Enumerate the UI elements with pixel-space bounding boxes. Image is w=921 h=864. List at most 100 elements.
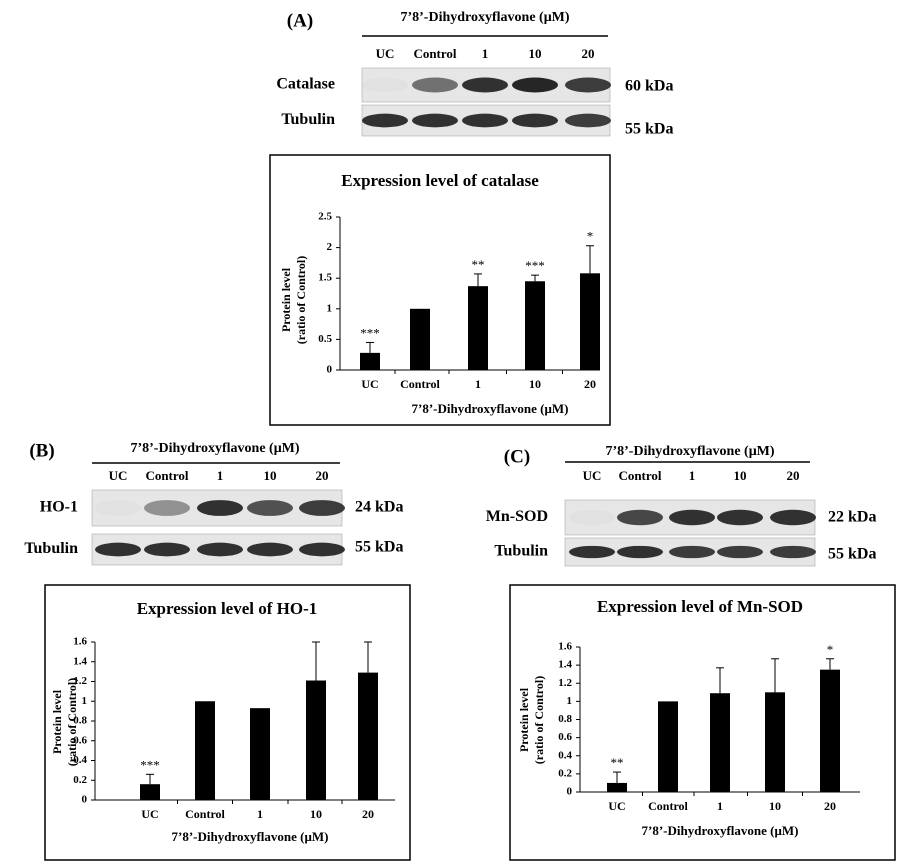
- blot-band: [362, 78, 408, 93]
- y-tick-label: 0.4: [558, 749, 572, 761]
- blot-band: [95, 500, 141, 516]
- significance-label: ***: [525, 258, 545, 273]
- panel-label: (A): [287, 10, 313, 31]
- lane-label: Control: [145, 468, 188, 483]
- blot-band: [569, 510, 615, 525]
- blot-band: [144, 542, 190, 557]
- lane-label: Control: [618, 468, 661, 483]
- protein-label: HO-1: [40, 499, 78, 516]
- y-tick-label: 1.2: [558, 677, 572, 689]
- protein-label: Tubulin: [281, 111, 335, 128]
- y-axis-label: Protein level: [50, 689, 64, 754]
- lane-label: 10: [529, 46, 542, 61]
- lane-label: 1: [217, 468, 224, 483]
- blot-band: [247, 500, 293, 516]
- lane-label: UC: [376, 46, 395, 61]
- x-tick-label: 1: [717, 799, 723, 813]
- y-tick-label: 1.2: [73, 675, 87, 687]
- blot-band: [197, 542, 243, 557]
- x-tick-label: 1: [475, 377, 481, 391]
- bar: [306, 680, 326, 800]
- y-tick-label: 0: [327, 364, 333, 376]
- blot-band: [95, 542, 141, 557]
- size-label: 55 kDa: [828, 546, 876, 563]
- y-tick-label: 1.4: [558, 659, 572, 671]
- significance-label: **: [472, 257, 485, 272]
- significance-label: *: [827, 642, 834, 657]
- blot-band: [299, 500, 345, 516]
- bar: [820, 669, 840, 792]
- x-axis-label: 7’8’-Dihydroxyflavone (μM): [172, 829, 329, 844]
- y-tick-label: 0.6: [558, 731, 572, 743]
- panel-label: (B): [29, 440, 54, 461]
- lane-label: Control: [413, 46, 456, 61]
- protein-label: Mn-SOD: [486, 508, 548, 525]
- y-tick-label: 1: [567, 695, 573, 707]
- y-axis-label: Protein level: [279, 267, 293, 332]
- significance-label: ***: [140, 757, 160, 772]
- blot-band: [669, 545, 715, 559]
- y-axis-label: Protein level: [517, 687, 531, 752]
- bar: [658, 701, 678, 792]
- x-axis-label: 7’8’-Dihydroxyflavone (μM): [642, 823, 799, 838]
- x-tick-label: Control: [648, 799, 688, 813]
- lane-label: 1: [689, 468, 696, 483]
- size-label: 55 kDa: [355, 539, 403, 556]
- lane-label: 20: [582, 46, 595, 61]
- lane-label: UC: [109, 468, 128, 483]
- y-axis-label: (ratio of Control): [65, 678, 79, 766]
- panel-label: (C): [504, 446, 530, 467]
- y-tick-label: 1: [82, 695, 88, 707]
- bar: [410, 308, 430, 370]
- bar: [468, 286, 488, 370]
- y-axis-label: (ratio of Control): [294, 256, 308, 344]
- size-label: 55 kDa: [625, 121, 673, 138]
- protein-label: Catalase: [276, 76, 335, 93]
- blot-band: [512, 77, 558, 93]
- bar: [765, 692, 785, 792]
- chart-title: Expression level of HO-1: [137, 599, 318, 618]
- blot-band: [569, 545, 615, 559]
- x-tick-label: 20: [362, 807, 374, 821]
- x-tick-label: UC: [608, 799, 625, 813]
- y-tick-label: 0: [567, 786, 573, 798]
- blot-band: [617, 509, 663, 526]
- size-label: 24 kDa: [355, 499, 403, 516]
- y-tick-label: 0.2: [558, 767, 572, 779]
- blot-band: [512, 113, 558, 128]
- blot-band: [717, 545, 763, 559]
- size-label: 22 kDa: [828, 509, 876, 526]
- y-tick-label: 1.6: [558, 641, 572, 653]
- lane-label: UC: [583, 468, 602, 483]
- bar: [140, 784, 160, 800]
- protein-label: Tubulin: [494, 543, 548, 560]
- blot-band: [462, 113, 508, 128]
- x-tick-label: 10: [769, 799, 781, 813]
- x-tick-label: 20: [824, 799, 836, 813]
- blot-band: [412, 77, 458, 93]
- y-tick-label: 1.6: [73, 636, 87, 648]
- blot-band: [565, 113, 611, 128]
- blot-band: [617, 545, 663, 559]
- blot-band: [717, 509, 763, 526]
- blot-band: [144, 500, 190, 516]
- bar: [580, 273, 600, 370]
- bar: [195, 701, 215, 800]
- bar: [525, 281, 545, 370]
- bar: [250, 708, 270, 800]
- x-tick-label: Control: [400, 377, 440, 391]
- x-axis-label: 7’8’-Dihydroxyflavone (μM): [412, 401, 569, 416]
- blot-band: [669, 509, 715, 526]
- x-tick-label: 1: [257, 807, 263, 821]
- treatment-label: 7’8’-Dihydroxyflavone (μM): [130, 441, 299, 456]
- x-tick-label: 20: [584, 377, 596, 391]
- chart-frame: [44, 584, 411, 861]
- significance-label: **: [611, 755, 624, 770]
- y-tick-label: 0: [82, 794, 88, 806]
- treatment-label: 7’8’-Dihydroxyflavone (μM): [400, 10, 569, 25]
- y-tick-label: 1: [327, 302, 333, 314]
- blot-band: [362, 113, 408, 128]
- x-tick-label: 10: [310, 807, 322, 821]
- chart-frame: [509, 584, 896, 861]
